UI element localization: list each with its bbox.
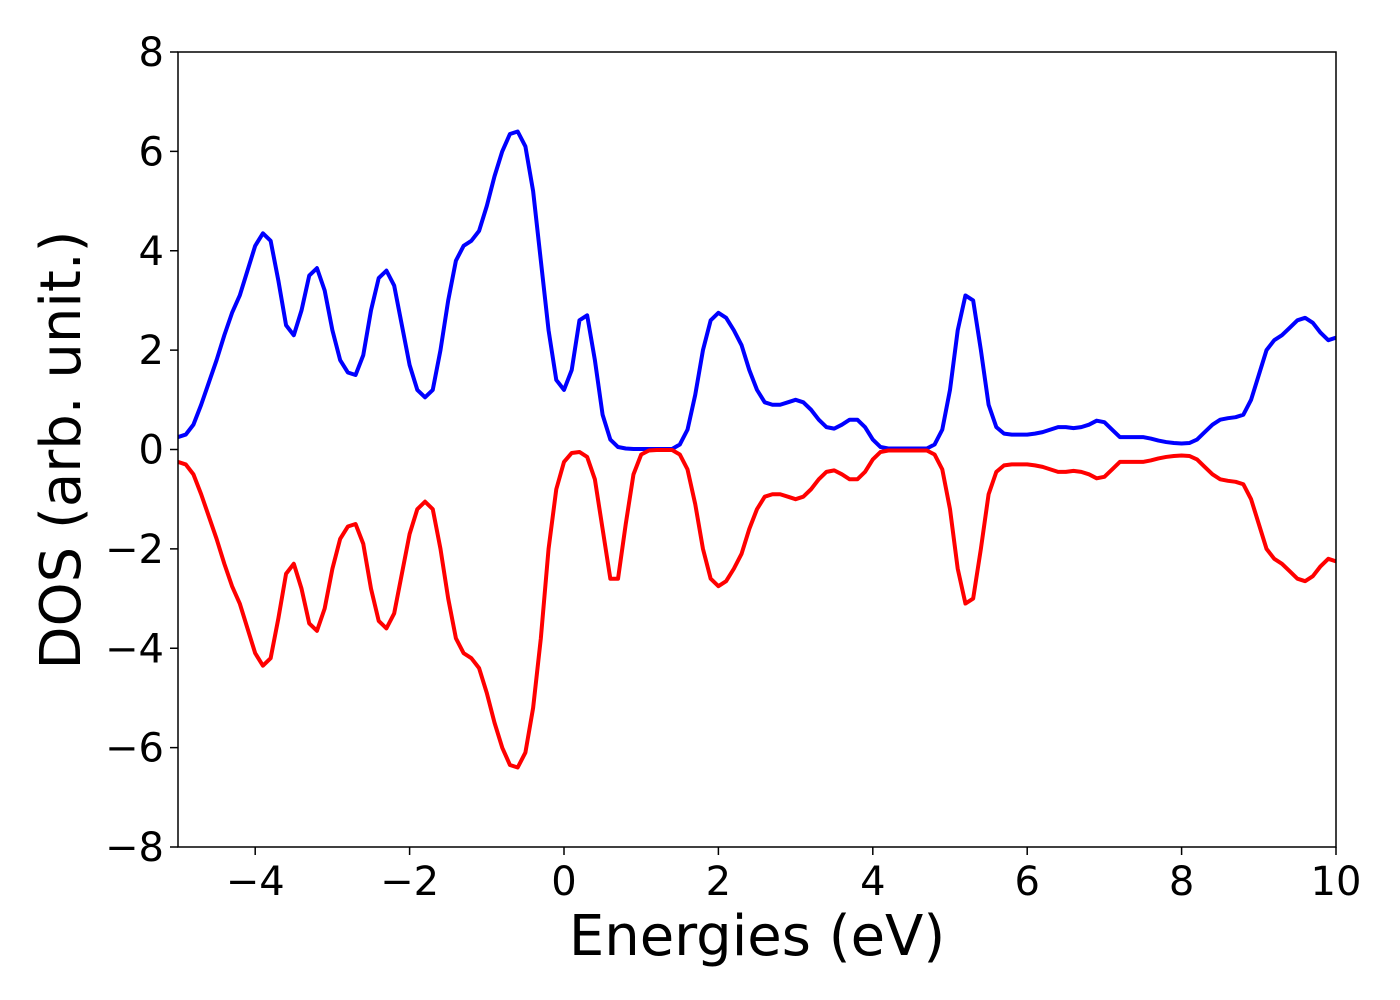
x-tick-label: 10	[1311, 859, 1362, 905]
y-tick-label: 4	[139, 229, 164, 275]
y-tick-label: 2	[139, 328, 164, 374]
x-tick-label: 6	[1014, 859, 1039, 905]
x-axis-label: Energies (eV)	[569, 904, 945, 969]
y-tick-label: −8	[105, 825, 164, 871]
x-tick-label: −4	[226, 859, 285, 905]
x-tick-label: 8	[1169, 859, 1194, 905]
y-tick-label: 6	[139, 129, 164, 175]
series-line	[178, 448, 1336, 770]
x-tick-label: 2	[706, 859, 731, 905]
series-line	[178, 129, 1336, 451]
y-tick-label: −4	[105, 626, 164, 672]
x-tick-label: 4	[860, 859, 885, 905]
y-axis-label: DOS (arb. unit.)	[29, 230, 94, 669]
y-tick-label: −6	[105, 726, 164, 772]
y-tick-label: 8	[139, 30, 164, 76]
x-tick-label: 0	[551, 859, 576, 905]
y-tick-label: 0	[139, 428, 164, 474]
plot-frame	[177, 51, 1337, 848]
y-tick-label: −2	[105, 527, 164, 573]
x-tick-label: −2	[380, 859, 439, 905]
